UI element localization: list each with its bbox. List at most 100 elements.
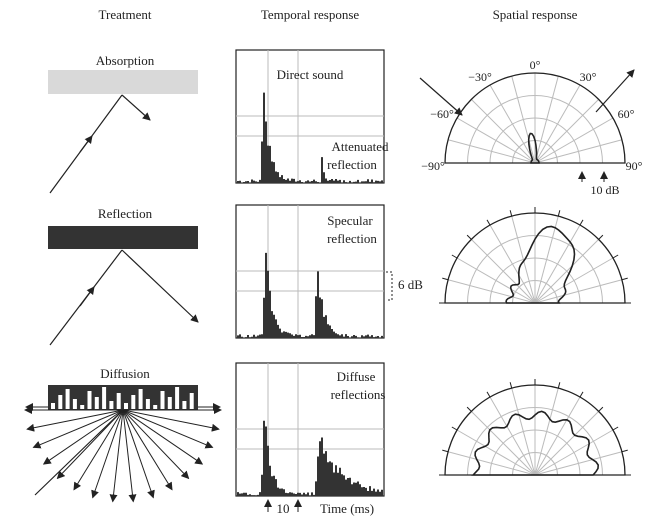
polar-spoke	[448, 452, 535, 475]
angle-label: −30°	[468, 70, 492, 84]
angle-label: 60°	[618, 107, 635, 121]
source-arrow	[596, 70, 634, 112]
angle-label: −90°	[421, 159, 445, 173]
temporal-label: Attenuated	[331, 139, 389, 154]
polar-spoke	[535, 239, 599, 303]
polar-spoke	[490, 397, 535, 475]
polar-spoke	[535, 430, 613, 475]
diffuser-well	[95, 397, 99, 409]
time-tick: 10	[277, 501, 290, 516]
polar-spoke	[471, 411, 535, 475]
polar-spoke	[535, 216, 558, 303]
temporal-label: reflection	[327, 157, 377, 172]
diffuser-well	[109, 401, 113, 409]
polar-spoke	[457, 258, 535, 303]
polar-tick	[580, 392, 583, 397]
diffuser-well	[175, 387, 179, 409]
polar-scale: 10 dB	[590, 183, 619, 197]
column-header: Spatial response	[493, 7, 578, 22]
diffuser-well	[58, 395, 62, 409]
temporal-label: Specular	[327, 213, 373, 228]
body: Treatment Temporal response Spatial respon…	[0, 0, 648, 519]
diffuser-well	[102, 387, 106, 409]
diffuser-well	[190, 393, 194, 409]
polar-spoke	[535, 397, 580, 475]
scatter-arrow	[123, 410, 189, 478]
polar-spoke	[448, 280, 535, 303]
diffuser-well	[66, 389, 70, 409]
polar-tick	[558, 210, 560, 216]
polar-tick	[452, 255, 457, 258]
polar-tick	[487, 220, 490, 225]
diffuser-well	[117, 393, 121, 409]
column-header: Temporal response	[261, 7, 360, 22]
angle-label: −60°	[430, 107, 454, 121]
diffuser-well	[146, 399, 150, 409]
polar-tick	[613, 427, 618, 430]
polar-spoke	[512, 76, 535, 163]
diffuser-well	[88, 391, 92, 409]
temporal-label: Diffuse	[337, 369, 376, 384]
figure: Treatment Temporal response Spatial respon…	[0, 0, 648, 519]
level-scale: 6 dB	[398, 277, 423, 292]
scatter-arrow	[123, 410, 213, 447]
page: {"columns": ["Treatment", "Temporal resp…	[0, 0, 648, 519]
diffuser-well	[139, 389, 143, 409]
polar-tick	[622, 278, 628, 280]
polar-spoke	[535, 85, 580, 163]
polar-tick	[558, 382, 560, 388]
polar-spoke	[457, 430, 535, 475]
angle-label: 30°	[580, 70, 597, 84]
polar-spoke	[535, 99, 599, 163]
polar-tick	[487, 392, 490, 397]
polar-spoke	[457, 118, 535, 163]
incident-arrow	[80, 287, 94, 306]
diffuser-well	[161, 391, 165, 409]
polar-spoke	[490, 85, 535, 163]
polar-spoke	[535, 140, 622, 163]
diffuser-well	[131, 395, 135, 409]
angle-label: 90°	[626, 159, 643, 173]
temporal-label: reflections	[331, 387, 386, 402]
polar-spoke	[535, 280, 622, 303]
diffuser-well	[153, 405, 157, 409]
polar-tick	[622, 450, 628, 452]
polar-spoke	[512, 216, 535, 303]
polar-spoke	[471, 239, 535, 303]
polar-spoke	[535, 76, 558, 163]
polar-tick	[467, 407, 471, 411]
reflector	[48, 226, 198, 249]
angle-label: 0°	[530, 58, 541, 72]
polar-spoke	[512, 388, 535, 475]
reflected-ray	[122, 250, 198, 322]
polar-spoke	[535, 258, 613, 303]
polar-tick	[599, 407, 603, 411]
polar-tick	[452, 427, 457, 430]
polar-spoke	[535, 118, 613, 163]
time-label: Time (ms)	[320, 501, 374, 516]
diffuser-well	[168, 397, 172, 409]
polar-tick	[599, 235, 603, 239]
polar-tick	[467, 235, 471, 239]
reflected-ray	[122, 95, 150, 120]
level-bracket	[386, 272, 392, 300]
diffuser-well	[124, 403, 128, 409]
scatter-arrow	[57, 410, 123, 478]
polar-spoke	[535, 388, 558, 475]
incident-arrow	[80, 136, 92, 152]
column-header: Treatment	[99, 7, 152, 22]
diffuser-well	[80, 405, 84, 409]
polar-tick	[442, 450, 448, 452]
treatment-label: Absorption	[96, 53, 155, 68]
polar-tick	[613, 255, 618, 258]
polar-tick	[510, 382, 512, 388]
scatter-arrow	[33, 410, 123, 447]
polar-tick	[442, 278, 448, 280]
polar-tick	[510, 210, 512, 216]
temporal-label: reflection	[327, 231, 377, 246]
polar-spoke	[448, 140, 535, 163]
diffuser-well	[73, 399, 77, 409]
polar-tick	[580, 220, 583, 225]
treatment-label: Diffusion	[100, 366, 150, 381]
absorber	[48, 70, 198, 94]
